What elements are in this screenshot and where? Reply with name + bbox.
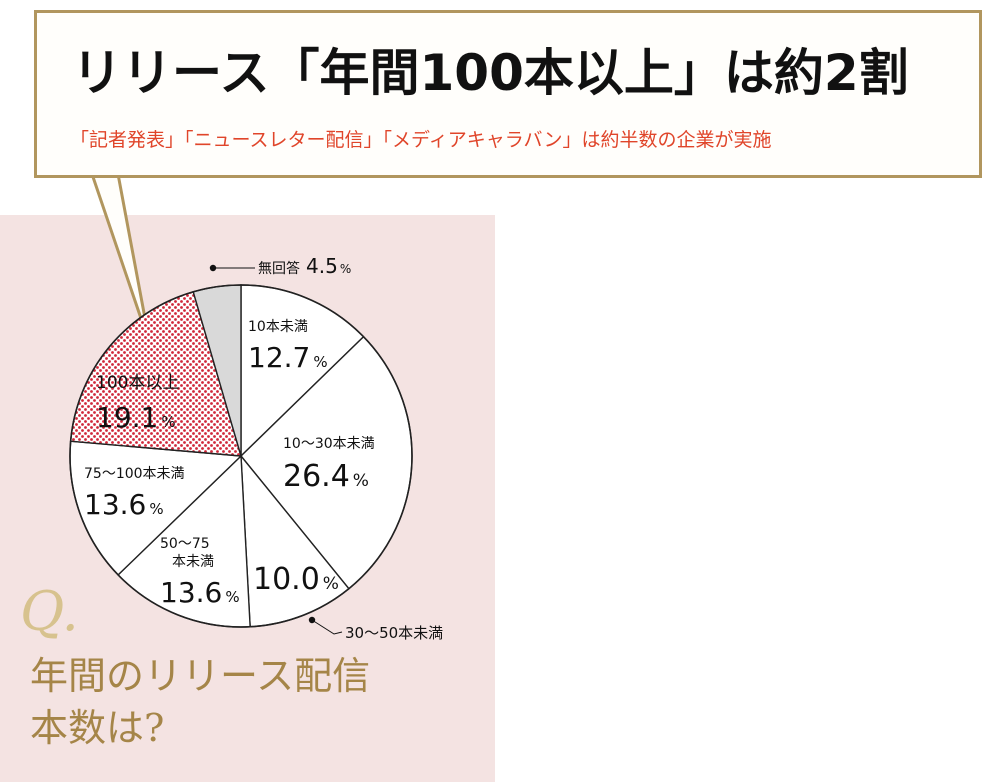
slice-label: 10〜30本未満 bbox=[283, 436, 375, 452]
question-line-1: 年間のリリース配信 bbox=[30, 654, 371, 698]
question-text: 年間のリリース配信 本数は? bbox=[30, 650, 470, 754]
slice-value-label: 13.6% bbox=[84, 488, 164, 521]
headline-subtitle: 「記者発表」「ニュースレター配信」「メディアキャラバン」は約半数の企業が実施 bbox=[70, 129, 772, 151]
slice-label: 50〜75 bbox=[160, 536, 210, 552]
question-mark-label: Q. bbox=[20, 580, 79, 643]
slice-label: 30〜50本未満 bbox=[345, 624, 443, 642]
slice-value-label: 19.1% bbox=[96, 401, 176, 434]
slice-label: 75〜100本未満 bbox=[84, 466, 185, 482]
slice-value-label: 12.7% bbox=[248, 341, 328, 374]
leader-line bbox=[311, 619, 343, 635]
slice-value-label: 10.0% bbox=[253, 562, 339, 597]
slice-label: 10本未満 bbox=[248, 319, 308, 335]
slice-label: 100本以上 bbox=[96, 373, 179, 393]
slice-value-label: 13.6% bbox=[160, 576, 240, 609]
slice-label: 本未満 bbox=[172, 554, 214, 570]
headline-title: リリース「年間100本以上」は約2割 bbox=[72, 44, 909, 102]
pie-outline bbox=[69, 284, 413, 628]
headline-callout: リリース「年間100本以上」は約2割 「記者発表」「ニュースレター配信」「メディ… bbox=[34, 10, 982, 178]
slice-value-label: 26.4% bbox=[283, 459, 369, 494]
slice-label: 無回答 4.5% bbox=[258, 254, 351, 278]
question-line-2: 本数は? bbox=[30, 706, 165, 750]
